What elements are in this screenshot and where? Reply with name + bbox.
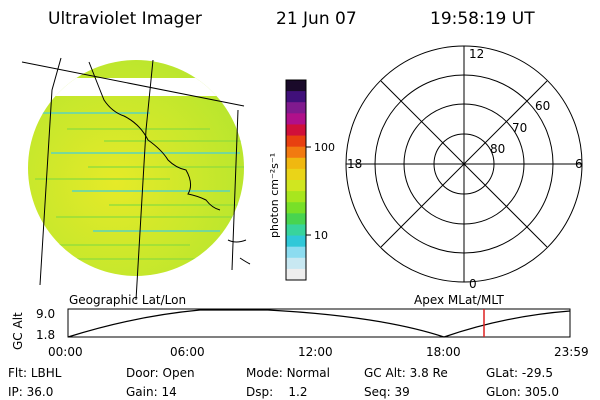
colorbar-cell <box>286 268 306 281</box>
image-stripe <box>109 204 244 206</box>
image-stripe <box>77 258 244 260</box>
image-stripe <box>67 128 210 130</box>
colorbar-tick-10: 10 <box>314 229 328 242</box>
instrument-title: Ultraviolet Imager <box>48 9 202 29</box>
colorbar-cell <box>286 202 306 214</box>
status-glon: GLon: 305.0 <box>486 385 559 399</box>
time-tick-2359: 23:59 <box>554 345 589 359</box>
status-gain: Gain: 14 <box>126 385 177 399</box>
apex-caption: Apex MLat/MLT <box>414 293 504 307</box>
status-mode: Mode: Normal <box>246 366 330 380</box>
geographic-caption: Geographic Lat/Lon <box>69 293 186 307</box>
colorbar-cell <box>286 191 306 203</box>
auroral-image <box>21 57 251 301</box>
status-ip: IP: 36.0 <box>8 385 54 399</box>
image-stripe <box>93 230 220 232</box>
image-stripe <box>56 216 244 218</box>
image-stripe <box>40 244 190 246</box>
colorbar-cell <box>286 235 306 248</box>
image-stripe <box>51 152 240 154</box>
mlat-label-80: 80 <box>490 142 505 156</box>
colorbar-cell <box>286 246 306 259</box>
image-stripes <box>30 112 244 260</box>
colorbar-cell <box>286 180 306 192</box>
colorbar-cell <box>286 91 306 103</box>
time-tick-1800: 18:00 <box>426 345 461 359</box>
status-seq: Seq: 39 <box>364 385 410 399</box>
colorbar-cell <box>286 135 306 148</box>
image-stripe <box>30 112 150 114</box>
mlt-diagonal <box>380 80 548 248</box>
mlat-label-70: 70 <box>512 121 527 135</box>
mlt-label-6: 6 <box>575 157 583 171</box>
altitude-curve <box>67 309 571 338</box>
meridian-line <box>135 59 154 301</box>
mlat-label-60: 60 <box>535 99 550 113</box>
colorbar-unit-label: photon cm⁻²s⁻¹ <box>268 153 281 238</box>
meridian-line <box>39 57 62 286</box>
status-filter: Flt: LBHL <box>8 366 62 380</box>
status-door: Door: Open <box>126 366 195 380</box>
colorbar-cell <box>286 102 306 114</box>
mlt-label-12: 12 <box>469 47 484 61</box>
colorbar-cell <box>286 157 306 170</box>
colorbar-cell <box>286 80 306 92</box>
status-dsp: Dsp: 1.2 <box>246 385 308 399</box>
observation-date: 21 Jun 07 <box>276 9 357 29</box>
image-stripe <box>88 166 244 168</box>
y-tick-9: 9.0 <box>36 307 55 321</box>
coastline <box>88 61 251 265</box>
polar-grid <box>345 45 583 283</box>
colorbar-cell <box>286 146 306 159</box>
colorbar-cell <box>286 124 306 137</box>
colorbar-tick-100: 100 <box>314 141 335 154</box>
meridian-line <box>231 109 239 271</box>
time-tick-0000: 00:00 <box>48 345 83 359</box>
colorbar-cell <box>286 113 306 125</box>
observation-time: 19:58:19 UT <box>430 9 535 29</box>
time-tick-1200: 12:00 <box>298 345 333 359</box>
colorbar-cell <box>286 224 306 237</box>
colorbar-cell <box>286 257 306 270</box>
latitude-line <box>21 61 245 107</box>
colorbar: 100 10 photon cm⁻²s⁻¹ <box>268 79 335 281</box>
image-stripe <box>72 190 230 192</box>
image-stripe <box>104 140 244 142</box>
time-tick-0600: 06:00 <box>170 345 205 359</box>
image-stripe <box>35 178 170 180</box>
status-glat: GLat: -29.5 <box>486 366 553 380</box>
status-gc-alt: GC Alt: 3.8 Re <box>364 366 448 380</box>
y-tick-1-8: 1.8 <box>36 328 55 342</box>
colorbar-cell <box>286 213 306 225</box>
timeline-axis-label: GC Alt <box>11 312 25 350</box>
mlt-label-18: 18 <box>347 157 362 171</box>
mlt-label-0: 0 <box>469 277 477 291</box>
colorbar-cell <box>286 168 306 181</box>
altitude-timeline: Geographic Lat/Lon Apex MLat/MLT GC Alt … <box>11 293 589 359</box>
